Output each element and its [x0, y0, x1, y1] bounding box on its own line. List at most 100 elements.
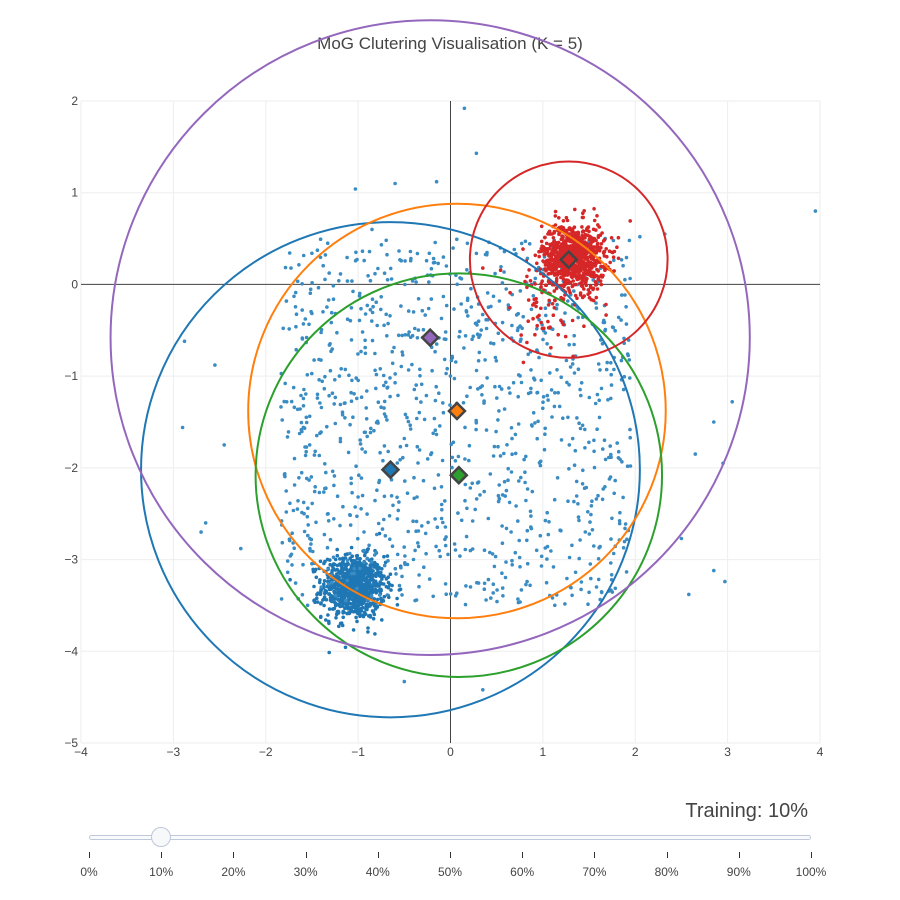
data-point	[463, 602, 468, 607]
data-point	[509, 470, 514, 474]
slider-step-tick[interactable]	[811, 852, 812, 858]
data-point	[349, 306, 354, 310]
data-point	[546, 532, 551, 537]
data-point	[415, 336, 420, 340]
slider-step-tick[interactable]	[233, 852, 235, 858]
data-point	[532, 297, 536, 302]
data-point	[503, 575, 508, 580]
data-point	[576, 502, 580, 506]
slider-step-tick[interactable]	[594, 852, 596, 858]
data-point	[553, 214, 558, 218]
slider-step-label[interactable]: 30%	[293, 865, 318, 879]
data-point	[574, 494, 579, 498]
data-point	[579, 237, 584, 242]
data-point	[566, 238, 570, 242]
data-point	[358, 602, 363, 606]
slider-step-label[interactable]: 40%	[365, 865, 390, 879]
data-point	[580, 284, 585, 289]
slider-handle[interactable]	[151, 827, 172, 847]
data-point	[499, 265, 503, 269]
data-point	[565, 218, 570, 223]
data-point	[545, 342, 549, 346]
data-point	[577, 248, 582, 253]
data-point	[539, 306, 543, 311]
data-point	[439, 485, 444, 489]
data-point	[301, 396, 306, 401]
data-point	[379, 570, 383, 575]
data-point	[552, 239, 556, 244]
data-point	[418, 367, 422, 372]
data-point	[624, 322, 629, 326]
slider-step-label[interactable]: 0%	[80, 865, 98, 879]
data-point	[337, 374, 342, 378]
data-point	[361, 574, 366, 579]
data-point	[332, 562, 337, 567]
slider-step-tick[interactable]	[450, 852, 451, 858]
data-point	[550, 415, 554, 419]
data-point	[333, 593, 338, 598]
data-point	[583, 281, 588, 285]
data-point	[348, 422, 352, 427]
data-point	[610, 325, 615, 329]
data-point	[576, 515, 581, 519]
data-point	[575, 416, 579, 420]
data-point	[356, 574, 361, 578]
data-point	[373, 368, 377, 373]
slider-track[interactable]	[89, 835, 811, 840]
slider-step-label[interactable]: 50%	[437, 865, 463, 879]
slider-step-tick[interactable]	[377, 852, 379, 858]
data-point	[562, 240, 566, 244]
data-point	[440, 507, 444, 512]
data-point	[598, 544, 602, 549]
data-point	[575, 266, 580, 270]
data-point	[597, 275, 601, 279]
data-point	[350, 571, 354, 576]
data-point	[566, 499, 570, 504]
data-point	[422, 417, 427, 422]
data-point	[385, 593, 390, 597]
data-point	[454, 360, 458, 364]
slider-step-label[interactable]: 70%	[582, 865, 607, 879]
slider-step-label[interactable]: 80%	[654, 865, 679, 879]
slider-step-tick[interactable]	[89, 852, 90, 858]
data-point	[567, 342, 571, 347]
data-point	[468, 548, 473, 553]
data-point	[535, 327, 539, 331]
slider-step-label[interactable]: 10%	[149, 865, 174, 879]
slider-step-tick[interactable]	[305, 852, 307, 858]
data-point	[579, 580, 584, 584]
slider-step-tick[interactable]	[666, 852, 668, 858]
data-point	[551, 236, 556, 240]
data-point	[362, 600, 366, 604]
data-point	[526, 391, 531, 396]
data-point	[301, 500, 306, 505]
data-point	[319, 405, 324, 410]
data-point	[322, 603, 326, 608]
data-point	[618, 510, 622, 515]
slider-step-label[interactable]: 60%	[510, 865, 535, 879]
slider-step-label[interactable]: 20%	[221, 865, 246, 879]
training-slider[interactable]: 0% 10% 20% 30% 40% 50% 60% 70% 80% 90% 100%	[80, 826, 826, 886]
data-point	[343, 566, 348, 570]
data-point	[400, 353, 405, 357]
data-point	[605, 360, 609, 365]
data-point	[542, 252, 546, 257]
slider-step-tick[interactable]	[161, 852, 163, 858]
data-point	[398, 444, 403, 449]
slider-step-tick[interactable]	[738, 852, 740, 858]
data-point	[323, 486, 327, 491]
data-point	[489, 341, 493, 345]
data-point	[549, 254, 554, 259]
data-point	[574, 253, 578, 257]
data-point	[396, 333, 401, 338]
data-point	[371, 616, 376, 621]
data-point	[308, 287, 313, 292]
slider-step-tick[interactable]	[522, 852, 524, 858]
data-point	[364, 566, 369, 570]
slider-step-label[interactable]: 90%	[726, 865, 751, 879]
data-point	[399, 565, 403, 570]
data-point	[468, 585, 473, 589]
data-point	[609, 537, 613, 541]
slider-step-label[interactable]: 100%	[795, 865, 827, 879]
data-point	[581, 215, 585, 220]
